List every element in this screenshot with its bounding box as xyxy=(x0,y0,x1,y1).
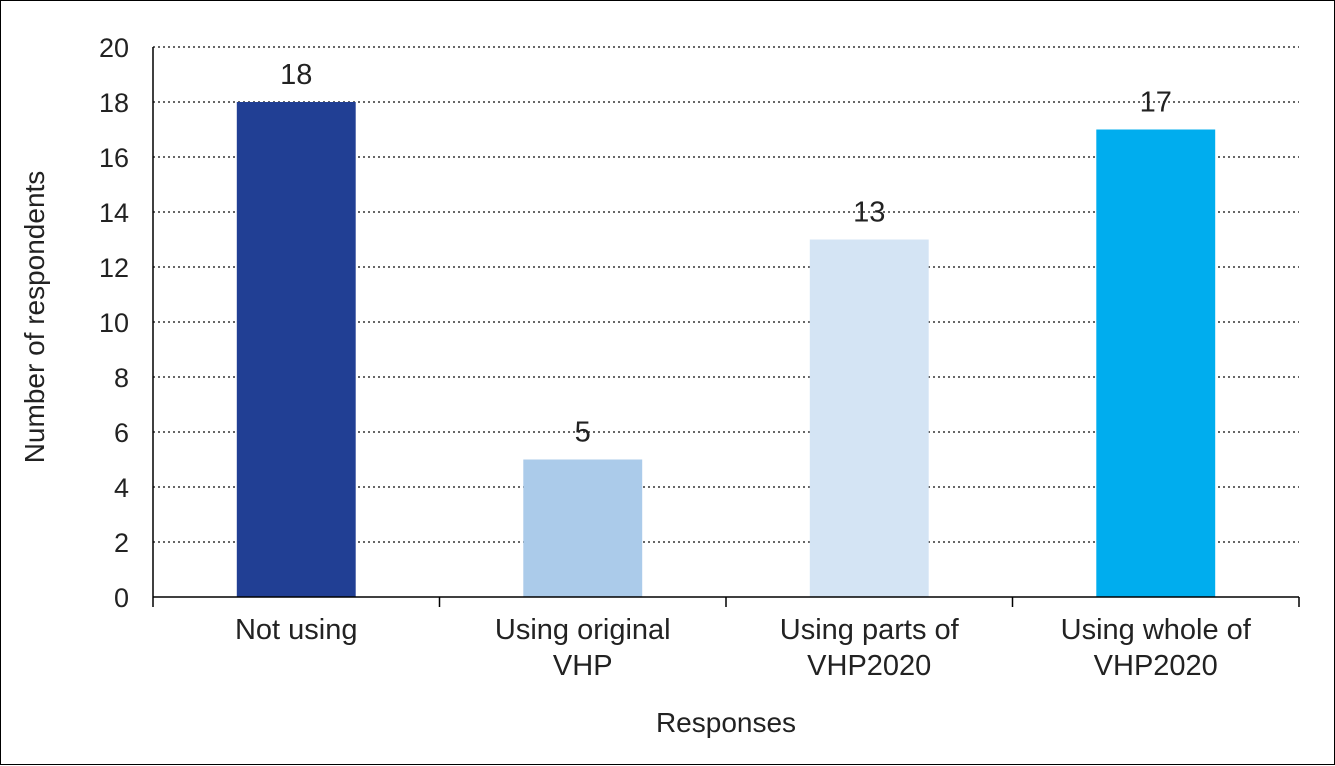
y-tick-label: 10 xyxy=(99,308,129,338)
x-tick-label: Using parts of xyxy=(780,614,960,646)
labels: 0 2 4 6 8 10 12 14 16 18 20 18 Not using 5 Using origi… xyxy=(99,33,1252,682)
y-tick-label: 18 xyxy=(99,88,129,118)
bar xyxy=(523,459,643,597)
axes xyxy=(152,47,1300,607)
data-label: 13 xyxy=(853,197,885,229)
y-tick-label: 14 xyxy=(99,198,129,228)
y-tick-label: 20 xyxy=(99,33,129,63)
x-tick-label: VHP2020 xyxy=(1094,650,1218,682)
y-tick-label: 0 xyxy=(114,583,129,613)
bar xyxy=(236,102,356,597)
y-tick-label: 2 xyxy=(114,528,129,558)
y-tick-label: 12 xyxy=(99,253,129,283)
data-label: 5 xyxy=(575,417,591,449)
y-axis-title: Number of respondents xyxy=(19,171,50,464)
x-axis-title: Responses xyxy=(656,707,796,738)
data-label: 18 xyxy=(280,59,312,91)
bar xyxy=(809,239,929,597)
y-tick-label: 8 xyxy=(114,363,129,393)
data-label: 17 xyxy=(1140,87,1172,119)
y-tick-label: 16 xyxy=(99,143,129,173)
x-tick-label: Using whole of xyxy=(1061,614,1252,646)
bars xyxy=(236,102,1216,597)
x-tick-label: VHP xyxy=(553,650,613,682)
x-tick-label: Not using xyxy=(235,614,358,646)
x-tick-label: VHP2020 xyxy=(807,650,931,682)
x-tick-label: Using original xyxy=(495,614,671,646)
y-tick-label: 6 xyxy=(114,418,129,448)
bar xyxy=(1096,129,1216,597)
y-tick-label: 4 xyxy=(114,473,129,503)
